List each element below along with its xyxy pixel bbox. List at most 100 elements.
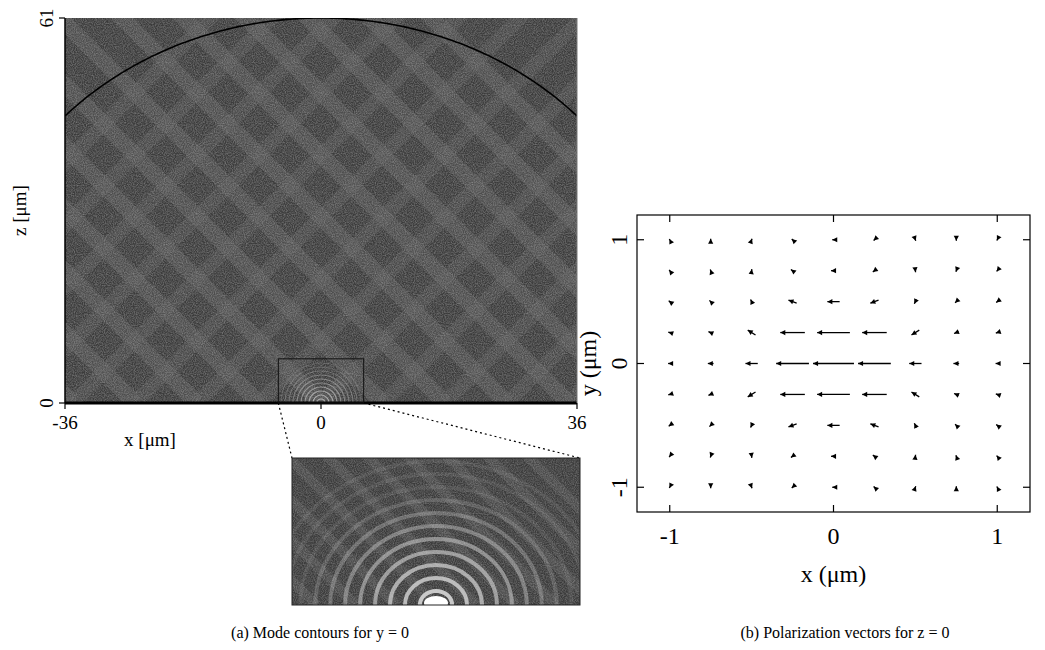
arrow	[748, 330, 756, 335]
leader	[364, 403, 580, 458]
tick	[1023, 239, 1030, 240]
arrow	[955, 424, 960, 429]
arrow-head	[748, 483, 753, 489]
ring	[289, 371, 353, 403]
arrow-head	[954, 486, 959, 491]
arrow-head	[788, 299, 794, 304]
ring	[293, 375, 349, 403]
tick-label: -1	[660, 523, 680, 549]
arrow-head	[873, 455, 879, 460]
arrow-head	[870, 299, 876, 304]
plot-frame	[637, 215, 1030, 512]
tick-label: 1	[606, 234, 632, 246]
figure: -36036061z [μm]x [μm](a) Mode contours f…	[0, 0, 1045, 650]
arrow	[955, 297, 960, 302]
arrow	[749, 453, 754, 458]
arrow-head	[669, 270, 674, 276]
arrow-shaft	[813, 363, 854, 364]
arrow	[827, 423, 839, 428]
tick	[669, 215, 670, 222]
axis-line	[64, 18, 66, 403]
arrow-head	[708, 483, 713, 488]
axis-title: y (μm)	[575, 331, 601, 397]
arrow	[912, 267, 917, 272]
arrow	[669, 482, 674, 488]
arrow	[668, 331, 674, 336]
ring	[360, 539, 512, 605]
arrow	[997, 266, 1002, 272]
arrow-head	[817, 330, 822, 335]
arrow	[858, 361, 891, 366]
arrow-head	[955, 424, 960, 429]
arrow-head	[792, 239, 797, 244]
arrow-head	[776, 361, 781, 366]
arrow	[750, 299, 755, 305]
arrow	[669, 452, 674, 458]
ring	[292, 461, 580, 605]
source-spot	[424, 596, 448, 605]
ring	[420, 591, 452, 605]
arrow	[750, 422, 755, 428]
ring	[309, 391, 333, 403]
ring	[375, 552, 497, 605]
arrow-head	[780, 330, 785, 335]
tick-label: 0	[316, 412, 326, 433]
arrow	[996, 329, 1002, 334]
arrow-head	[669, 482, 674, 488]
arrow	[669, 421, 675, 426]
arrow-head	[669, 301, 675, 306]
arrow-head	[669, 239, 674, 245]
tick-label: 0	[36, 398, 57, 408]
arrow	[669, 301, 675, 306]
arrow-head	[827, 423, 832, 428]
arrow	[955, 455, 960, 461]
arrow-head	[874, 235, 879, 240]
caption: (b) Polarization vectors for z = 0	[741, 624, 950, 642]
arrow	[831, 268, 836, 273]
arrow	[780, 330, 805, 335]
arrow-head	[709, 300, 714, 305]
arrow-head	[668, 331, 674, 336]
arrow-head	[997, 486, 1002, 492]
arrow	[745, 361, 757, 366]
arrow	[748, 392, 756, 397]
arrow	[831, 454, 836, 459]
arrow	[669, 270, 674, 276]
tick	[833, 215, 834, 222]
arrow	[954, 393, 960, 398]
arrow	[870, 299, 878, 304]
tick-label: 36	[568, 412, 587, 433]
caption: (a) Mode contours for y = 0	[231, 624, 409, 642]
arrow-head	[708, 331, 714, 336]
arrow	[668, 391, 674, 396]
arrow	[780, 392, 805, 397]
arrow	[873, 455, 879, 460]
leader	[278, 403, 292, 458]
inset-image	[292, 458, 580, 605]
arrow	[911, 392, 919, 397]
arrow-head	[955, 266, 960, 272]
arrow	[832, 485, 837, 490]
image-ground	[65, 18, 577, 403]
arrow-head	[914, 423, 919, 429]
arrow	[996, 361, 1001, 366]
arrow	[911, 330, 919, 335]
tick	[637, 487, 644, 488]
arrow	[791, 269, 797, 274]
arrow	[709, 421, 714, 426]
arrow	[996, 393, 1002, 398]
arrow-head	[710, 452, 715, 458]
tick-label: 1	[991, 523, 1003, 549]
arrow-head	[710, 270, 715, 276]
arrow-head	[954, 393, 960, 398]
arrow-shaft	[748, 330, 756, 335]
arrow-head	[996, 297, 1002, 302]
arrow-head	[748, 330, 754, 335]
arrow	[791, 452, 797, 457]
arrow-shaft	[911, 330, 919, 335]
arrow-head	[912, 455, 917, 460]
arrow-head	[792, 483, 797, 488]
arrow	[668, 361, 673, 366]
arrow-head	[996, 361, 1001, 366]
arrow-head	[827, 299, 832, 304]
